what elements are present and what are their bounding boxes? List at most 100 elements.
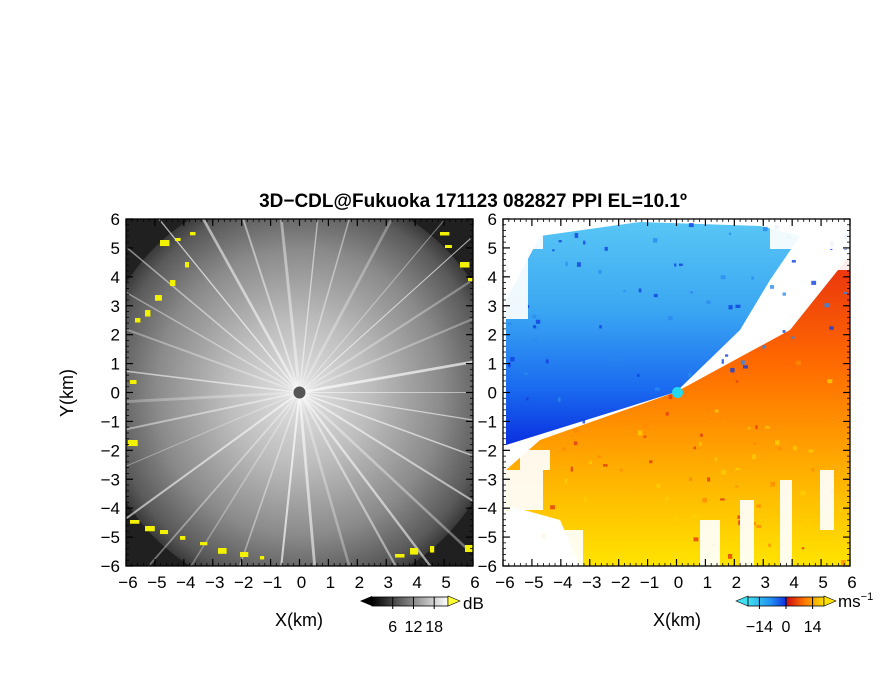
highlight-patch [430, 546, 435, 553]
velocity-speckle-cell [582, 419, 586, 424]
highlight-patch [180, 536, 186, 540]
missing-data-patch [820, 470, 834, 530]
x-tick-label: −5 [524, 573, 543, 592]
y-tick-label: −2 [101, 441, 120, 460]
reflectivity-ray [242, 219, 301, 393]
x-tick-label: 1 [326, 573, 335, 592]
velocity-speckle-cell [690, 290, 694, 294]
velocity-missing-data [503, 219, 850, 566]
velocity-speckle-cell [728, 305, 733, 310]
velocity-speckle-cell [699, 442, 702, 446]
velocity-speckle-cell [720, 275, 726, 280]
y-tick-label: −4 [101, 499, 120, 518]
velocity-speckle-cell [735, 467, 740, 471]
velocity-speckle-cell [510, 356, 515, 362]
reflectivity-ray [298, 219, 351, 393]
highlight-patch [190, 232, 196, 236]
reflectivity-ray [299, 238, 471, 393]
velocity-speckle-cell [830, 408, 836, 413]
velocity-speckle-cell [677, 406, 682, 412]
y-tick-label: −2 [478, 441, 497, 460]
y-tick-label: 4 [111, 268, 120, 287]
velocity-speckle-cell [674, 263, 677, 267]
velocity-speckle-cell [665, 496, 669, 501]
velocity-speckle-cell [735, 380, 739, 383]
reflectivity-edge-highlights [128, 232, 473, 560]
velocity-speckle-cell [752, 454, 756, 460]
velocity-speckle-cell [589, 461, 593, 464]
velocity-speckle-cell [768, 543, 771, 547]
velocity-speckle-cell [653, 293, 658, 298]
velocity-xlabel: X(km) [653, 610, 701, 630]
reflectivity-ray [298, 278, 473, 394]
reflectivity-ray [126, 392, 300, 467]
x-tick-label: −3 [582, 573, 601, 592]
colorbar-tick-label: 12 [405, 619, 423, 636]
x-tick-label: 3 [384, 573, 393, 592]
velocity-speckle-cell [552, 249, 555, 252]
x-tick-label: 1 [703, 573, 712, 592]
velocity-speckle-cell [583, 240, 586, 245]
x-tick-label: 5 [818, 573, 827, 592]
x-tick-label: −4 [553, 573, 572, 592]
velocity-colorbar-ticks: −14 0 14 [746, 597, 822, 636]
highlight-patch [410, 548, 419, 555]
reflectivity-ray [190, 392, 301, 566]
missing-data-patch [780, 480, 792, 566]
velocity-speckle-cell [558, 240, 562, 243]
reflectivity-colorbar-scale [371, 596, 449, 607]
x-tick-label: 2 [355, 573, 364, 592]
velocity-speckle-cell [801, 547, 805, 550]
x-tick-label: −3 [205, 573, 224, 592]
velocity-speckle-cell [623, 290, 626, 293]
velocity-speckle-cell [654, 387, 660, 391]
velocity-speckle-cell [700, 433, 703, 437]
velocity-speckle-cell [811, 467, 815, 472]
velocity-speckle-cell [755, 425, 758, 430]
velocity-speckle-cell [782, 292, 786, 296]
reflectivity-ray [147, 391, 301, 566]
velocity-speckle-cell [730, 367, 735, 373]
reflectivity-ray [298, 391, 473, 503]
velocity-speckle-cell [735, 304, 741, 308]
y-tick-label: 1 [488, 355, 497, 374]
highlight-patch [128, 440, 138, 447]
velocity-speckle-cell [791, 259, 796, 263]
reflectivity-ray [126, 391, 301, 520]
velocity-speckle-cell [653, 238, 658, 243]
velocity-speckle-cell [800, 490, 806, 496]
velocity-speckle-cell [693, 537, 699, 542]
velocity-speckle-cell [778, 447, 782, 451]
y-tick-label: 5 [488, 239, 497, 258]
x-tick-label: 0 [674, 573, 683, 592]
highlight-patch [185, 262, 190, 268]
colorbar-tick-label: 14 [804, 619, 822, 636]
y-tick-label: −5 [101, 528, 120, 547]
velocity-speckle-cell [735, 485, 739, 488]
velocity-speckle-cell [811, 280, 817, 285]
reflectivity-ray [298, 219, 319, 393]
reflectivity-ray [298, 391, 432, 566]
highlight-patch [145, 526, 155, 532]
colorbar-tick-label: −14 [746, 619, 773, 636]
velocity-speckle-cell [545, 359, 549, 364]
velocity-speckle-cell [535, 319, 541, 324]
y-tick-label: −6 [101, 557, 120, 576]
velocity-speckle-cell [738, 520, 742, 526]
reflectivity-ray [299, 219, 446, 393]
highlight-patch [395, 554, 405, 558]
velocity-speckle-cell [807, 411, 812, 417]
missing-data-patch [520, 450, 550, 470]
missing-data-patch [503, 219, 528, 319]
y-tick-label: 0 [488, 384, 497, 403]
velocity-colorbar-right-arrow [823, 595, 837, 607]
velocity-speckle-cell [727, 553, 733, 559]
colorbar-tick-label: 6 [388, 619, 397, 636]
reflectivity-ray [280, 392, 301, 566]
missing-data-patch [700, 520, 720, 566]
highlight-patch [440, 232, 450, 236]
velocity-speckle-cell [532, 338, 538, 343]
x-tick-label: 6 [470, 573, 479, 592]
